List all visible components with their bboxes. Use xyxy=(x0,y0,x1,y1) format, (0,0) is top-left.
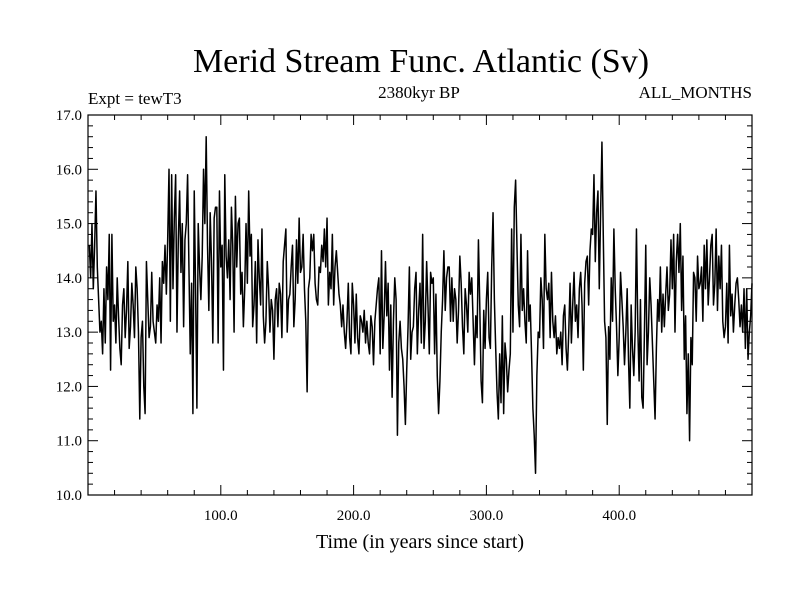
y-tick-label: 14.0 xyxy=(56,271,82,287)
chart-title: Merid Stream Func. Atlantic (Sv) xyxy=(193,43,649,80)
y-tick-label: 16.0 xyxy=(56,162,82,178)
x-tick-label: 300.0 xyxy=(470,508,504,524)
period-label: 2380kyr BP xyxy=(378,83,460,102)
plot-frame xyxy=(87,114,753,496)
x-tick-label: 100.0 xyxy=(204,508,238,524)
y-tick-label: 15.0 xyxy=(56,217,82,233)
y-tick-label: 12.0 xyxy=(56,379,82,395)
x-tick-label: 400.0 xyxy=(602,508,636,524)
x-axis: 100.0 200.0 300.0 400.0 xyxy=(114,115,726,524)
y-tick-label: 11.0 xyxy=(56,434,82,450)
y-tick-label: 17.0 xyxy=(56,108,82,124)
series-line xyxy=(88,135,753,475)
x-axis-label: Time (in years since start) xyxy=(316,531,524,553)
experiment-label: Expt = tewT3 xyxy=(88,89,182,108)
x-tick-label: 200.0 xyxy=(337,508,371,524)
y-axis: 10.0 11.0 12.0 13.0 14.0 15.0 16.0 17.0 xyxy=(56,108,752,504)
months-label: ALL_MONTHS xyxy=(639,83,752,102)
y-tick-label: 10.0 xyxy=(56,488,82,504)
y-tick-label: 13.0 xyxy=(56,325,82,341)
